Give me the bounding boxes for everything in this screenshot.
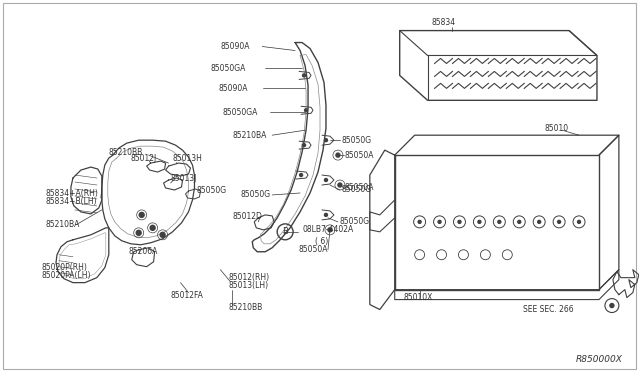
Text: 85050G: 85050G [342, 186, 372, 195]
Text: 85210BA: 85210BA [45, 220, 79, 230]
Circle shape [150, 225, 155, 230]
Text: 85834: 85834 [431, 18, 456, 27]
Text: 85012D: 85012D [232, 212, 262, 221]
Text: 85050G: 85050G [240, 190, 271, 199]
Circle shape [438, 220, 441, 223]
Text: 85834+A(RH): 85834+A(RH) [45, 189, 98, 199]
Circle shape [160, 232, 165, 237]
Text: 08LB7-4402A: 08LB7-4402A [302, 225, 353, 234]
Text: 85050A: 85050A [345, 151, 374, 160]
Circle shape [418, 220, 421, 223]
Circle shape [338, 183, 342, 187]
Circle shape [136, 230, 141, 235]
Text: 85020PA(LH): 85020PA(LH) [41, 271, 90, 280]
Text: 85050G: 85050G [340, 217, 370, 227]
Text: 85013(LH): 85013(LH) [228, 281, 268, 290]
Text: B: B [282, 227, 288, 236]
Text: 85090A: 85090A [218, 84, 248, 93]
Text: 85050A: 85050A [345, 183, 374, 192]
Circle shape [458, 220, 461, 223]
Circle shape [139, 212, 144, 217]
Circle shape [498, 220, 501, 223]
Text: 85210BB: 85210BB [109, 148, 143, 157]
Circle shape [610, 304, 614, 308]
Circle shape [336, 153, 340, 157]
Text: 85050GA: 85050GA [222, 108, 258, 117]
Text: 85013J: 85013J [171, 173, 197, 183]
Circle shape [557, 220, 561, 223]
Text: 85010X: 85010X [404, 293, 433, 302]
Text: 85210BB: 85210BB [228, 303, 262, 312]
Circle shape [478, 220, 481, 223]
Circle shape [324, 179, 328, 182]
Circle shape [577, 220, 580, 223]
Circle shape [324, 139, 328, 142]
Text: 85020P(RH): 85020P(RH) [41, 263, 87, 272]
Text: 85013H: 85013H [173, 154, 202, 163]
Text: 85210BA: 85210BA [232, 131, 267, 140]
Text: ( 6): ( 6) [315, 237, 328, 246]
Text: 85090A: 85090A [220, 42, 250, 51]
Text: 85834+B(LH): 85834+B(LH) [45, 198, 97, 206]
Text: 85012(RH): 85012(RH) [228, 273, 269, 282]
Text: 85206A: 85206A [129, 247, 158, 256]
Text: R850000X: R850000X [576, 355, 623, 364]
Circle shape [538, 220, 541, 223]
Circle shape [518, 220, 521, 223]
Text: 85050G: 85050G [342, 136, 372, 145]
Text: SEE SEC. 266: SEE SEC. 266 [524, 305, 574, 314]
Text: 85012FA: 85012FA [171, 291, 204, 300]
Text: 85050A: 85050A [298, 245, 328, 254]
Circle shape [303, 144, 305, 147]
Text: 85012J: 85012J [131, 154, 157, 163]
Circle shape [300, 174, 303, 177]
Circle shape [305, 109, 308, 112]
Text: 85050GA: 85050GA [211, 64, 246, 73]
Circle shape [328, 228, 332, 232]
Circle shape [303, 74, 305, 77]
Text: 85050G: 85050G [196, 186, 227, 195]
Circle shape [324, 214, 328, 217]
Text: 85010: 85010 [544, 124, 568, 133]
